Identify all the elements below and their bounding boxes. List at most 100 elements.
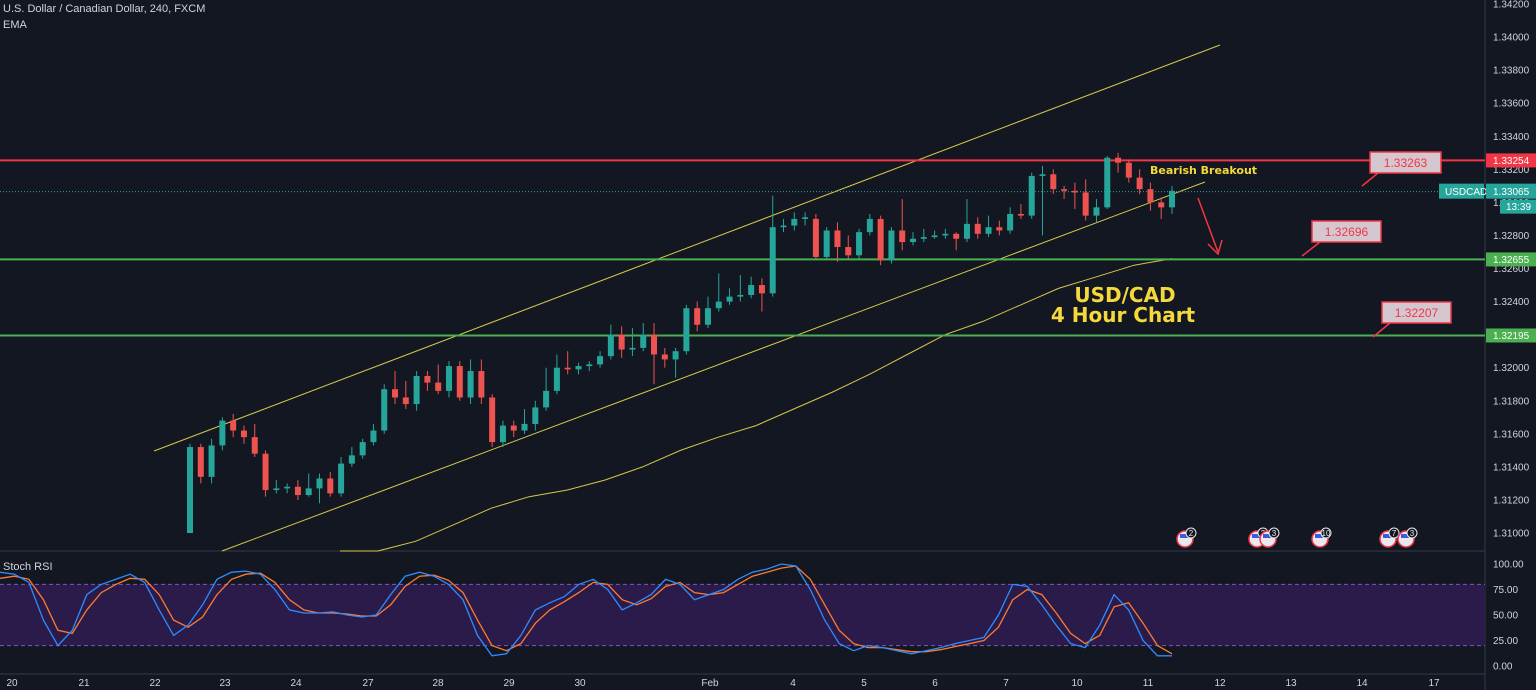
price-tick-label: 1.33200: [1493, 165, 1530, 176]
candles-layer: [187, 152, 1175, 534]
candle-body: [694, 308, 701, 325]
indicator-label-ema[interactable]: EMA: [3, 19, 27, 31]
countdown-tag: [1500, 199, 1536, 214]
time-tick-label: 21: [78, 678, 90, 689]
time-tick-label: 24: [290, 678, 302, 689]
candle-body: [456, 366, 463, 398]
price-tick-label: 1.33600: [1493, 99, 1530, 110]
candle-body: [435, 382, 442, 391]
candle-body: [564, 367, 571, 370]
candle-body: [586, 364, 593, 367]
callout-box: [1369, 151, 1442, 174]
stoch-rsi-pane: Stoch RSI 100.00 75.00 50.00 25.00 0.00: [0, 560, 1524, 673]
level-price-tag: [1486, 153, 1536, 168]
candle-body: [348, 455, 355, 464]
callout-label: 1.33263: [1384, 156, 1428, 170]
candle-body: [1169, 190, 1175, 208]
candle-body: [812, 218, 819, 257]
candle-body: [1061, 189, 1068, 191]
candle-body: [758, 285, 765, 294]
current-price-tag: [1486, 183, 1536, 199]
candle-body: [219, 420, 226, 446]
flag-canton: [1401, 534, 1411, 538]
price-axis[interactable]: 1.34200 1.34000 1.33800 1.33600 1.33400 1.332…: [1439, 0, 1536, 540]
candle-body: [478, 371, 485, 398]
candle-body: [1017, 213, 1024, 216]
current-price-label: 1.33065: [1493, 187, 1530, 198]
candle-body: [240, 430, 247, 438]
event-count-label: 3: [1272, 529, 1277, 538]
time-tick-label: 23: [219, 678, 231, 689]
candle-body: [273, 488, 280, 491]
stoch-tick-label: 50.00: [1493, 611, 1518, 622]
candle-body: [866, 218, 873, 233]
stoch-tick-label: 25.00: [1493, 636, 1518, 647]
time-tick-label: 30: [574, 678, 586, 689]
flag-canton: [1252, 534, 1262, 538]
event-count-label: 2: [1189, 529, 1194, 538]
time-tick-label: 20: [6, 678, 18, 689]
candle-body: [845, 247, 852, 256]
time-tick-label: 4: [790, 678, 796, 689]
candle-body: [1136, 177, 1143, 190]
symbol-title[interactable]: U.S. Dollar / Canadian Dollar, 240, FXCM: [3, 3, 206, 15]
candle-body: [402, 397, 409, 405]
candle-body: [1093, 207, 1100, 216]
price-tick-label: 1.31000: [1493, 529, 1530, 540]
event-count-badge: [1320, 527, 1332, 539]
candle-body: [607, 334, 614, 357]
candle-body: [521, 423, 528, 431]
time-tick-label: 13: [1285, 678, 1297, 689]
candle-body: [802, 217, 809, 219]
candle-body: [963, 223, 970, 239]
event-count-badge: [1185, 527, 1197, 539]
candle-body: [1147, 189, 1154, 203]
time-tick-label: 14: [1356, 678, 1368, 689]
candle-body: [1115, 157, 1122, 163]
stoch-rsi-title: Stoch RSI: [3, 561, 53, 573]
stoch-overbought-oversold-band: [0, 584, 1485, 646]
drawing-layer: 1.33263 1.32696 1.32207 Bearish Breakout USD…: [0, 44, 1485, 552]
level-price-tag: [1486, 328, 1536, 343]
candle-body: [381, 389, 388, 431]
economic-events[interactable]: 2231073: [1176, 527, 1418, 548]
callout-box: [1311, 220, 1382, 243]
flag-canton: [1180, 534, 1190, 538]
callout-pointer: [1301, 241, 1321, 257]
candle-body: [445, 366, 452, 391]
candle-body: [499, 425, 506, 443]
candle-body: [737, 294, 744, 297]
candle-body: [715, 301, 722, 309]
candle-body: [704, 308, 711, 325]
level-price-label: 1.32195: [1493, 331, 1530, 342]
candle-body: [510, 425, 517, 431]
price-tick-label: 1.31800: [1493, 396, 1530, 407]
event-count-label: 3: [1410, 529, 1415, 538]
candle-body: [359, 442, 366, 456]
candle-body: [1028, 175, 1035, 216]
time-axis[interactable]: 20 21 22 23 24 27 28 29 30 Feb 4 5 6 7 10 11 12 13 14 17: [6, 678, 1440, 689]
candle-body: [931, 235, 938, 238]
candle-body: [197, 447, 204, 477]
price-tick-label: 1.32800: [1493, 231, 1530, 242]
time-tick-label: 12: [1214, 678, 1226, 689]
stoch-tick-label: 75.00: [1493, 585, 1518, 596]
time-tick-label: 22: [149, 678, 161, 689]
stoch-tick-label: 100.00: [1493, 560, 1524, 571]
time-tick-label: 17: [1428, 678, 1440, 689]
candle-body: [467, 371, 474, 398]
stoch-rsi-band: [0, 583, 1485, 647]
channel-lower-line: [221, 181, 1206, 552]
candle-body: [996, 227, 1003, 231]
callout-box: [1381, 301, 1452, 324]
candle-body: [726, 296, 733, 302]
event-count-label: 7: [1392, 529, 1397, 538]
ema-line: [340, 258, 1173, 552]
chart-title-line1: USD/CAD: [1074, 283, 1175, 307]
callout-pointer: [1372, 322, 1391, 338]
price-tick-label: 1.32400: [1493, 297, 1530, 308]
candle-body: [1104, 157, 1111, 208]
event-count-badge: [1268, 527, 1280, 539]
candle-body: [327, 478, 334, 494]
